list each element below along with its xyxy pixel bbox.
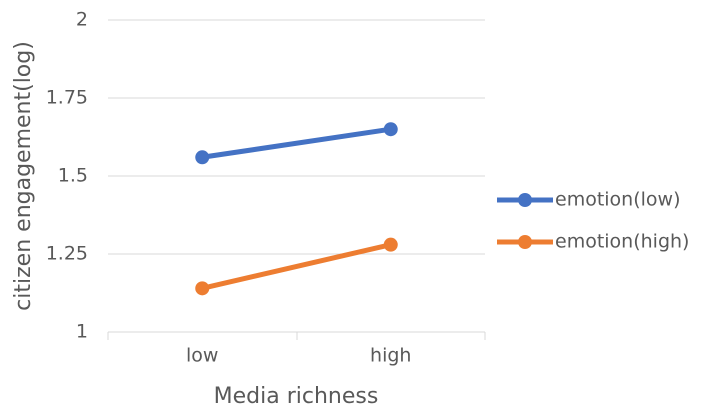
y-tick-label: 1.75: [46, 87, 88, 109]
series-line: [199, 242, 394, 291]
y-tick-label: 1.5: [58, 165, 88, 187]
y-tick-label: 1: [76, 321, 88, 343]
legend-marker: [518, 235, 532, 249]
marker: [195, 281, 210, 296]
y-tick-label: 1.25: [46, 243, 88, 265]
marker: [195, 150, 210, 165]
x-axis-title: Media richness: [214, 384, 379, 409]
category-ticks: [107, 332, 486, 340]
marker: [383, 122, 398, 137]
series-line: [199, 126, 394, 160]
x-tick-label: high: [370, 345, 411, 367]
legend-label: emotion(low): [555, 189, 681, 211]
legend-label: emotion(high): [555, 231, 689, 253]
marker: [383, 237, 398, 252]
x-tick-label: low: [186, 345, 218, 367]
legend-marker: [518, 193, 532, 207]
y-tick-label: 2: [76, 9, 88, 31]
y-axis-title: citizen engagement(log): [11, 41, 36, 311]
